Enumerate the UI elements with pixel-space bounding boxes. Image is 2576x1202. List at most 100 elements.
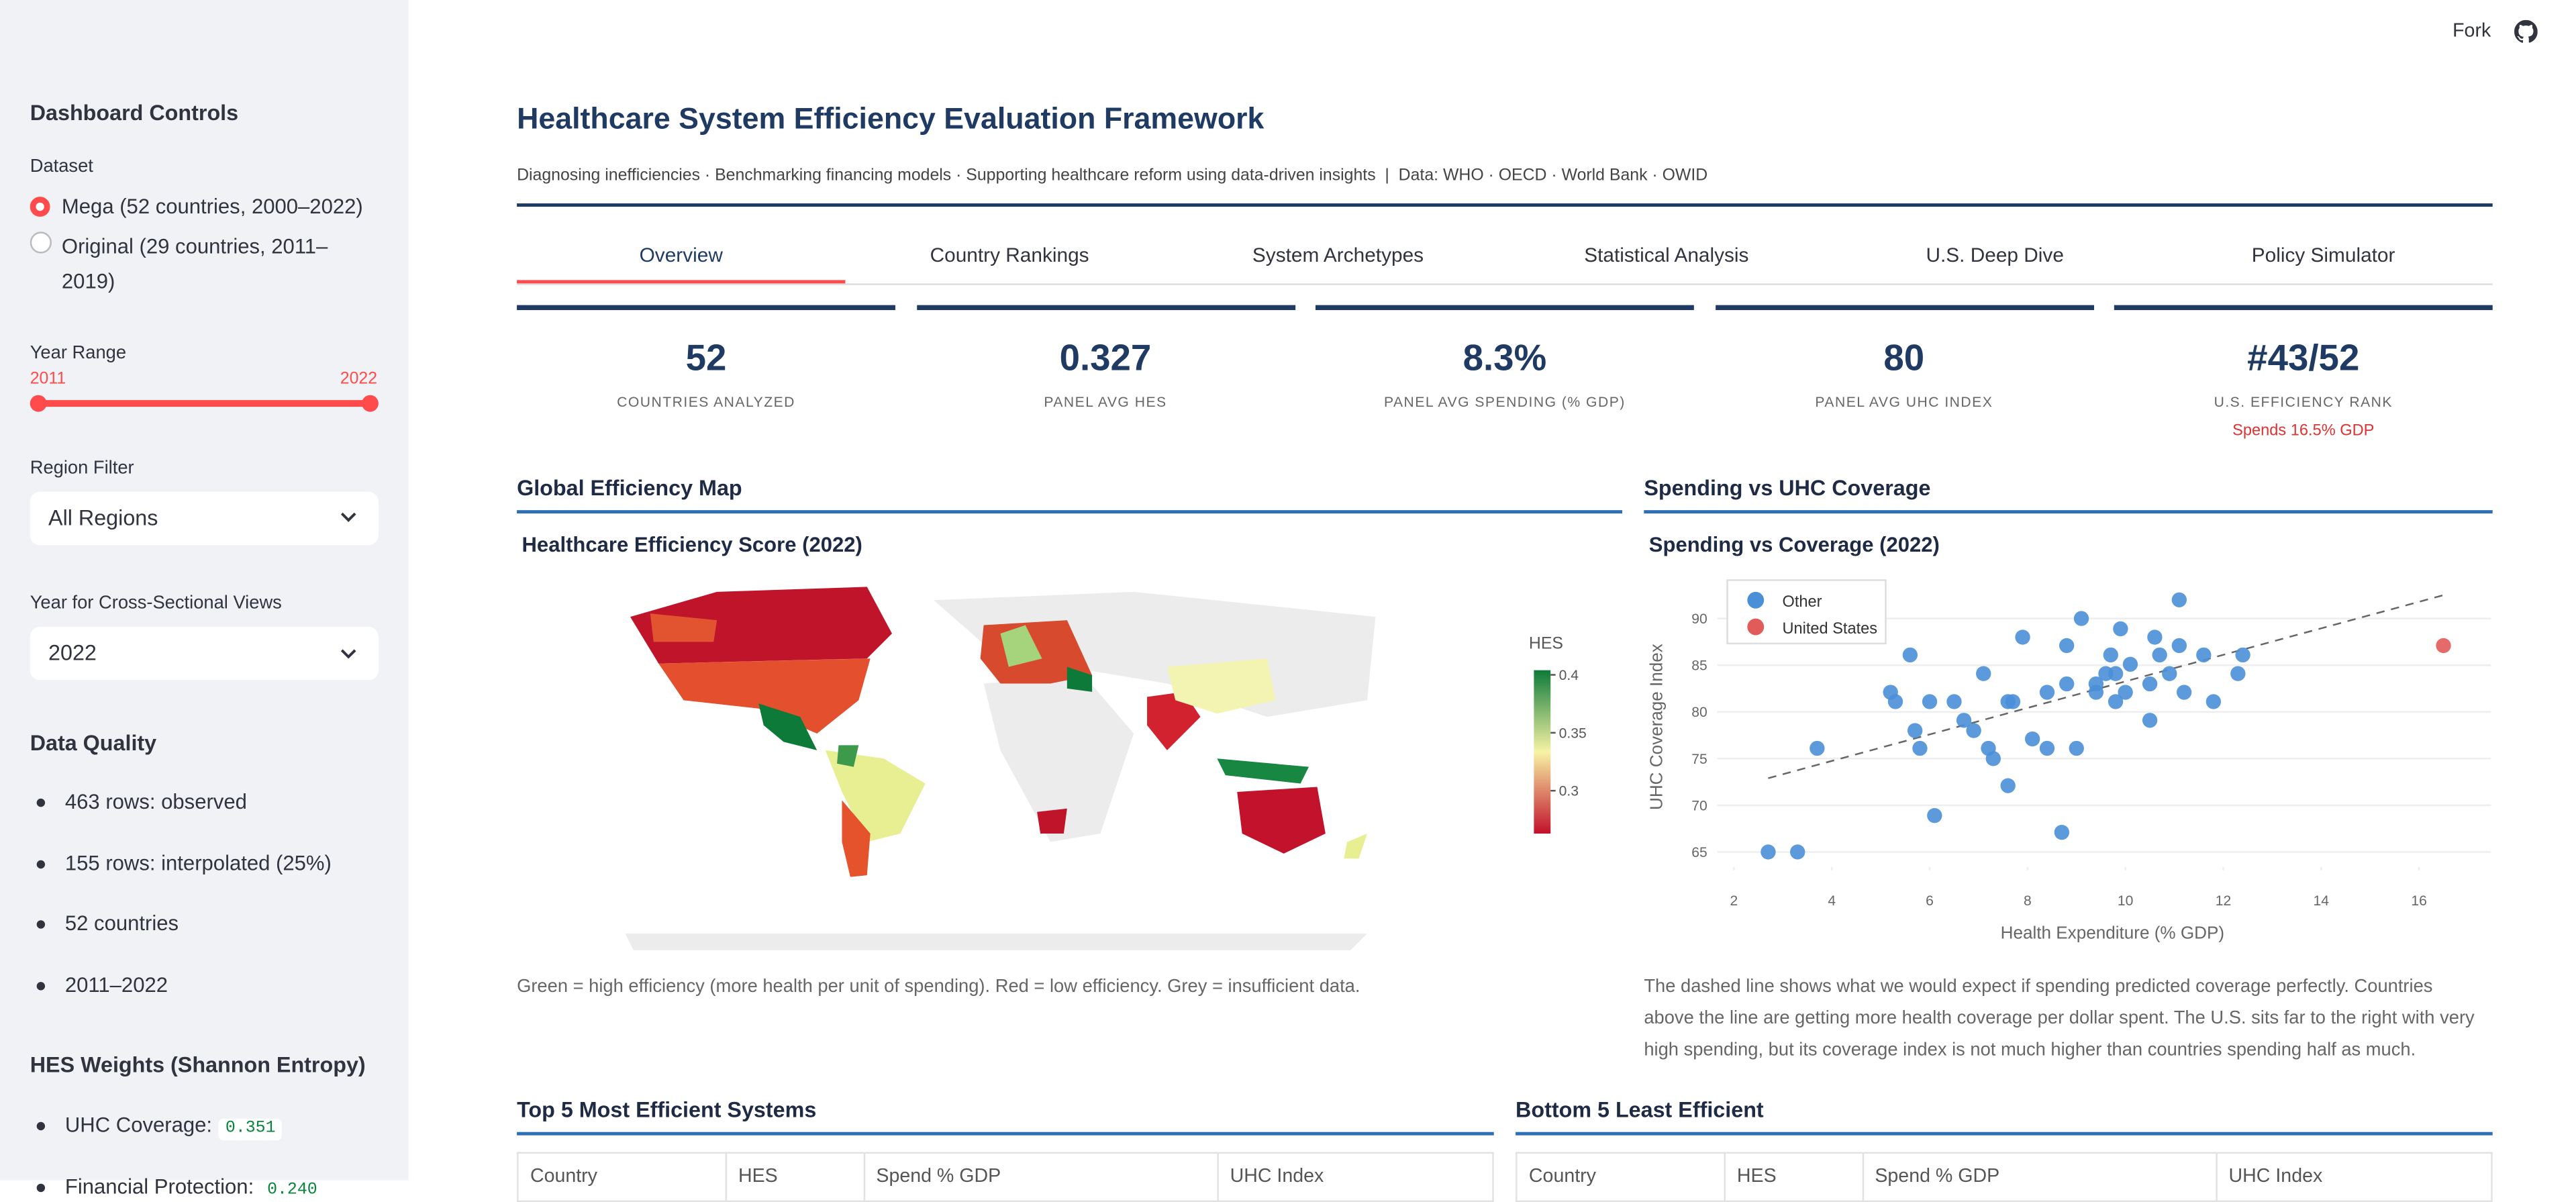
y-tick-label: 70 <box>1691 798 1707 813</box>
text: 463 rows: observed <box>64 790 247 814</box>
country <box>1000 625 1042 667</box>
kpi-note: Spends 16.5% GDP <box>2232 421 2375 440</box>
point <box>2015 630 2030 645</box>
sidebar: Dashboard Controls Dataset Mega (52 coun… <box>0 0 409 1202</box>
legend-label: Other <box>1783 593 1822 610</box>
section-header: Top 5 Most Efficient Systems <box>517 1097 1494 1136</box>
list-item: UHC Coverage: 0.351 <box>36 1113 283 1141</box>
caption: The dashed line shows what we would expe… <box>1644 976 2475 1060</box>
kpi-card: 52 COUNTRIES ANALYZED <box>517 305 895 440</box>
colorbar-title: HES <box>1529 634 1563 652</box>
caption: Green = high efficiency (more health per… <box>517 976 1360 997</box>
point <box>2069 740 2084 756</box>
section-title: Data Quality <box>30 730 157 756</box>
x-tick-label: 2 <box>1730 893 1738 909</box>
point <box>2171 638 2187 654</box>
point <box>2196 647 2212 663</box>
point <box>2171 592 2187 607</box>
code: 0.351 <box>218 1118 283 1141</box>
fork-button[interactable]: Fork <box>2453 21 2491 42</box>
kpi-label: PANEL AVG UHC INDEX <box>1815 393 1993 411</box>
point <box>2147 630 2163 645</box>
kpi-label: PANEL AVG SPENDING (% GDP) <box>1383 393 1626 411</box>
tab[interactable]: System Archetypes <box>1252 243 1424 267</box>
github-icon[interactable] <box>2514 19 2538 44</box>
point <box>2000 778 2016 793</box>
point <box>2436 638 2451 654</box>
country <box>1217 758 1309 784</box>
section-header: Global Efficiency Map <box>517 475 1623 514</box>
legend-label: United States <box>1783 619 1878 637</box>
colorbar-tick-label: 0.35 <box>1559 725 1587 741</box>
tab[interactable]: Policy Simulator <box>2251 243 2395 267</box>
kpi-value: 80 <box>1883 336 1925 379</box>
country <box>630 587 892 664</box>
point <box>2108 694 2124 709</box>
land <box>983 675 1134 842</box>
kpi-row: 52 COUNTRIES ANALYZED 0.327 PANEL AVG HES … <box>517 305 2493 440</box>
point <box>2059 676 2075 692</box>
label: Year for Cross-Sectional Views <box>30 593 282 614</box>
y-tick-label: 65 <box>1691 845 1707 860</box>
text: 155 rows: interpolated (25%) <box>64 852 332 876</box>
text: 2011–2022 <box>64 973 168 997</box>
country <box>1167 658 1276 714</box>
country <box>1344 834 1367 859</box>
slider-handle[interactable] <box>30 395 47 412</box>
text: 52 countries <box>64 911 179 936</box>
point <box>2206 694 2222 709</box>
colorbar <box>1534 670 1551 834</box>
kpi-value: 0.327 <box>1059 336 1152 379</box>
radio-label[interactable]: Mega (52 countries, 2000–2022) <box>61 195 363 219</box>
sidebar-title: Dashboard Controls <box>30 100 239 126</box>
kpi-card: 0.327 PANEL AVG HES <box>916 305 1295 440</box>
radio[interactable] <box>30 197 50 217</box>
x-tick-label: 12 <box>2216 893 2231 909</box>
map-title: Healthcare Efficiency Score (2022) <box>522 533 862 556</box>
radio[interactable] <box>30 232 52 254</box>
country <box>1237 787 1326 854</box>
point <box>2113 621 2128 637</box>
label: Year Range <box>30 343 127 364</box>
tab[interactable]: Statistical Analysis <box>1584 243 1749 267</box>
kpi-value: #43/52 <box>2247 336 2360 379</box>
y-tick-label: 80 <box>1691 705 1707 720</box>
tab[interactable]: Overview <box>517 244 846 284</box>
colorbar-tick-label: 0.3 <box>1559 784 1579 799</box>
country <box>825 750 926 842</box>
point <box>1887 694 1903 709</box>
x-tick-label: 4 <box>1828 893 1836 909</box>
list-item: 52 countries <box>36 911 179 936</box>
label: Region Filter <box>30 458 134 479</box>
region-select[interactable]: All Regions <box>30 491 379 546</box>
country <box>758 703 818 750</box>
point <box>2073 611 2089 626</box>
label: Dataset <box>30 156 93 177</box>
country <box>837 745 859 767</box>
x-tick-label: 10 <box>2118 893 2133 909</box>
point <box>1810 740 1825 756</box>
slider-value: 2011 <box>30 370 66 389</box>
point <box>2118 685 2133 700</box>
point <box>1956 713 1972 728</box>
year-select[interactable]: 2022 <box>30 627 379 681</box>
x-axis-title: Health Expenditure (% GDP) <box>2001 923 2224 943</box>
tab[interactable]: Country Rankings <box>930 243 1089 267</box>
slider-value: 2022 <box>340 370 378 389</box>
point <box>1927 807 1942 823</box>
tab[interactable]: U.S. Deep Dive <box>1926 243 2064 267</box>
slider-handle[interactable] <box>362 395 379 412</box>
country <box>842 800 871 877</box>
y-axis-title: UHC Coverage Index <box>1646 644 1667 810</box>
point <box>1907 723 1923 738</box>
point <box>1922 694 1938 709</box>
x-tick-label: 16 <box>2411 893 2426 909</box>
country <box>658 658 871 734</box>
tab-bar: Overview Country Rankings System Archety… <box>517 244 2493 285</box>
x-tick-label: 14 <box>2314 893 2330 909</box>
radio-label[interactable]: Original (29 countries, 2011–2019) <box>61 235 328 294</box>
point <box>1902 647 1918 663</box>
point <box>2103 647 2118 663</box>
